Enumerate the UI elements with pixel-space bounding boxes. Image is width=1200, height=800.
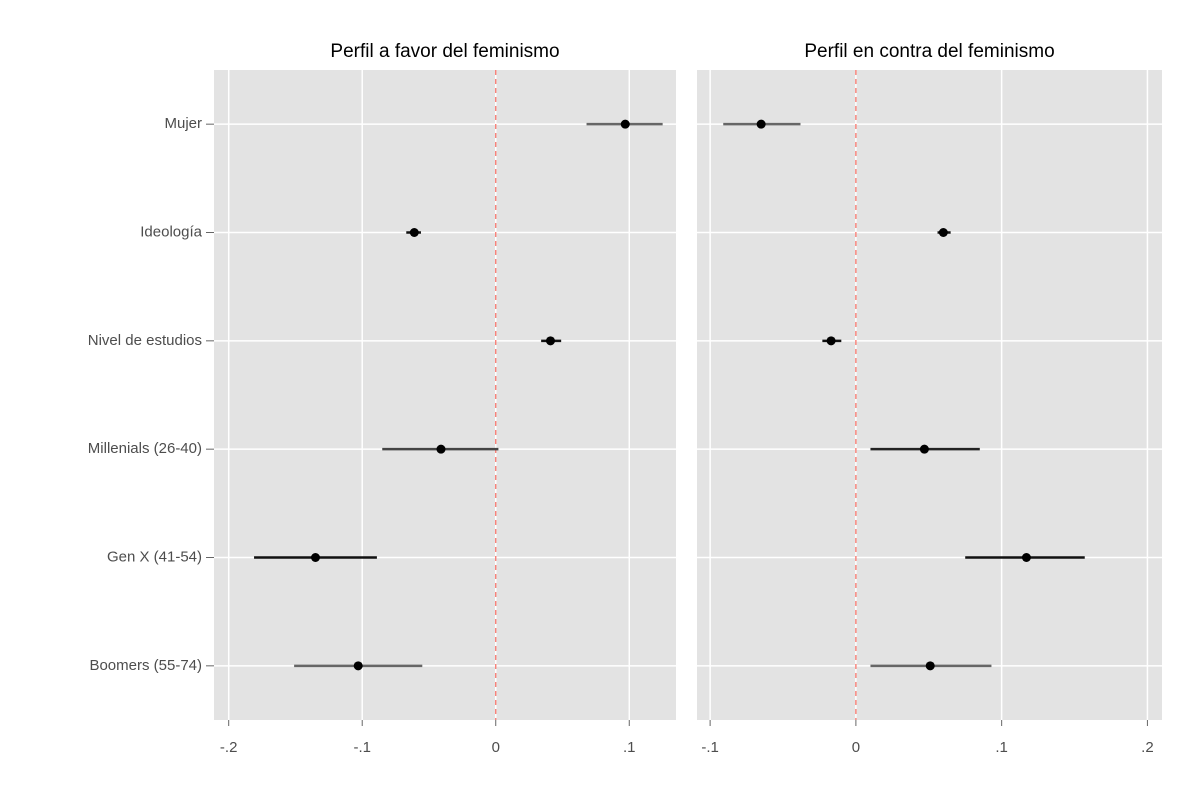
x-tick-label: -.2: [220, 739, 238, 756]
x-tick-label: .1: [623, 739, 636, 756]
y-tick-label: Ideología: [140, 223, 202, 240]
point-estimate: [620, 119, 630, 129]
x-tick-label: .1: [995, 739, 1008, 756]
x-tick-label: -.1: [353, 739, 371, 756]
point-estimate: [353, 661, 363, 671]
x-tick-label: .2: [1141, 739, 1154, 756]
x-tick-label: 0: [492, 739, 500, 756]
point-estimate: [545, 336, 555, 346]
y-tick-label: Mujer: [164, 115, 202, 132]
panel-background: [214, 70, 676, 720]
x-tick-label: -.1: [701, 739, 719, 756]
point-estimate: [436, 444, 446, 454]
point-estimate: [826, 336, 836, 346]
y-tick-label: Boomers (55-74): [89, 657, 202, 674]
point-estimate: [1021, 553, 1031, 562]
y-tick-label: Millenials (26-40): [88, 440, 202, 457]
point-estimate: [919, 444, 929, 454]
x-tick-label: 0: [852, 739, 860, 756]
panel-title: Perfil en contra del feminismo: [804, 41, 1054, 62]
point-estimate: [925, 661, 935, 671]
panel-title: Perfil a favor del feminismo: [330, 41, 559, 62]
point-estimate: [756, 119, 766, 129]
point-estimate: [938, 228, 948, 237]
point-estimate: [409, 228, 419, 237]
point-estimate: [310, 553, 320, 562]
y-tick-label: Gen X (41-54): [107, 548, 202, 565]
y-tick-label: Nivel de estudios: [88, 332, 202, 349]
panel-background: [697, 70, 1162, 720]
